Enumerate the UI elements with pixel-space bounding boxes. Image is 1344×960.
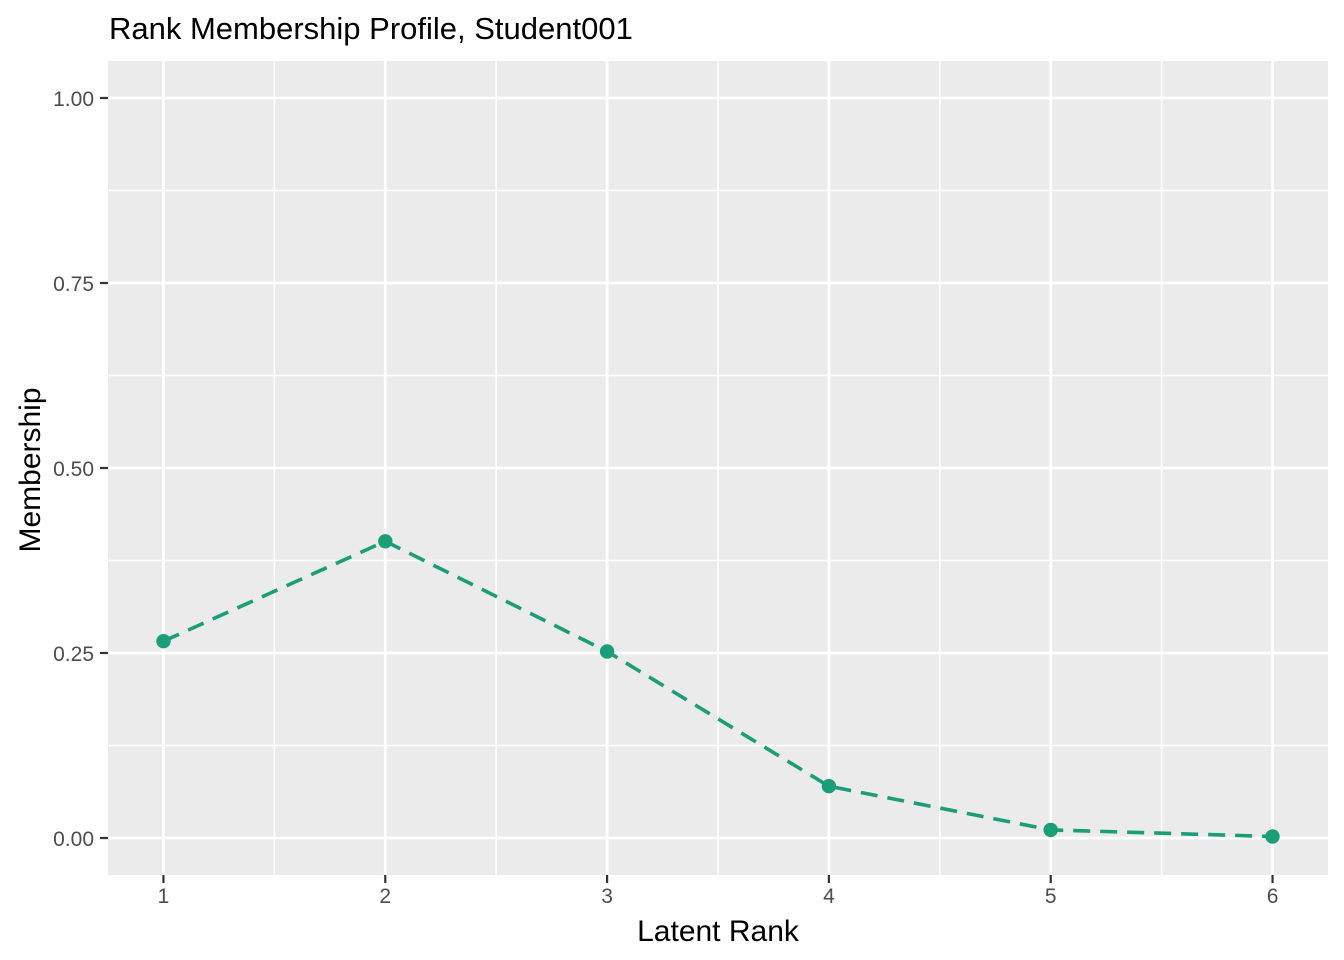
x-tick-label: 4 bbox=[823, 885, 835, 908]
data-point bbox=[599, 644, 615, 659]
y-tick-label: 1.00 bbox=[53, 88, 94, 111]
x-tick-label: 1 bbox=[158, 885, 170, 908]
data-point bbox=[821, 779, 837, 794]
y-tick-label: 0.00 bbox=[53, 828, 94, 851]
data-point bbox=[378, 534, 393, 549]
data-point bbox=[156, 634, 171, 649]
x-tick-label: 5 bbox=[1045, 885, 1057, 908]
chart-title: Rank Membership Profile, Student001 bbox=[109, 11, 633, 46]
y-tick-label: 0.75 bbox=[53, 273, 94, 296]
y-axis-title: Membership bbox=[14, 387, 47, 552]
y-tick-label: 0.25 bbox=[53, 643, 94, 666]
y-tick-label: 0.50 bbox=[53, 458, 94, 481]
x-tick-label: 3 bbox=[601, 885, 613, 908]
x-tick-label: 2 bbox=[379, 885, 391, 908]
data-point bbox=[1043, 822, 1058, 838]
x-tick-label: 6 bbox=[1267, 885, 1279, 908]
x-axis-title: Latent Rank bbox=[637, 915, 800, 948]
series-line bbox=[162, 539, 1273, 839]
plot-layer: 0.00 0.25 0.50 0.75 1.00 1 2 3 4 5 6 bbox=[53, 61, 1328, 908]
data-point bbox=[1265, 829, 1280, 844]
